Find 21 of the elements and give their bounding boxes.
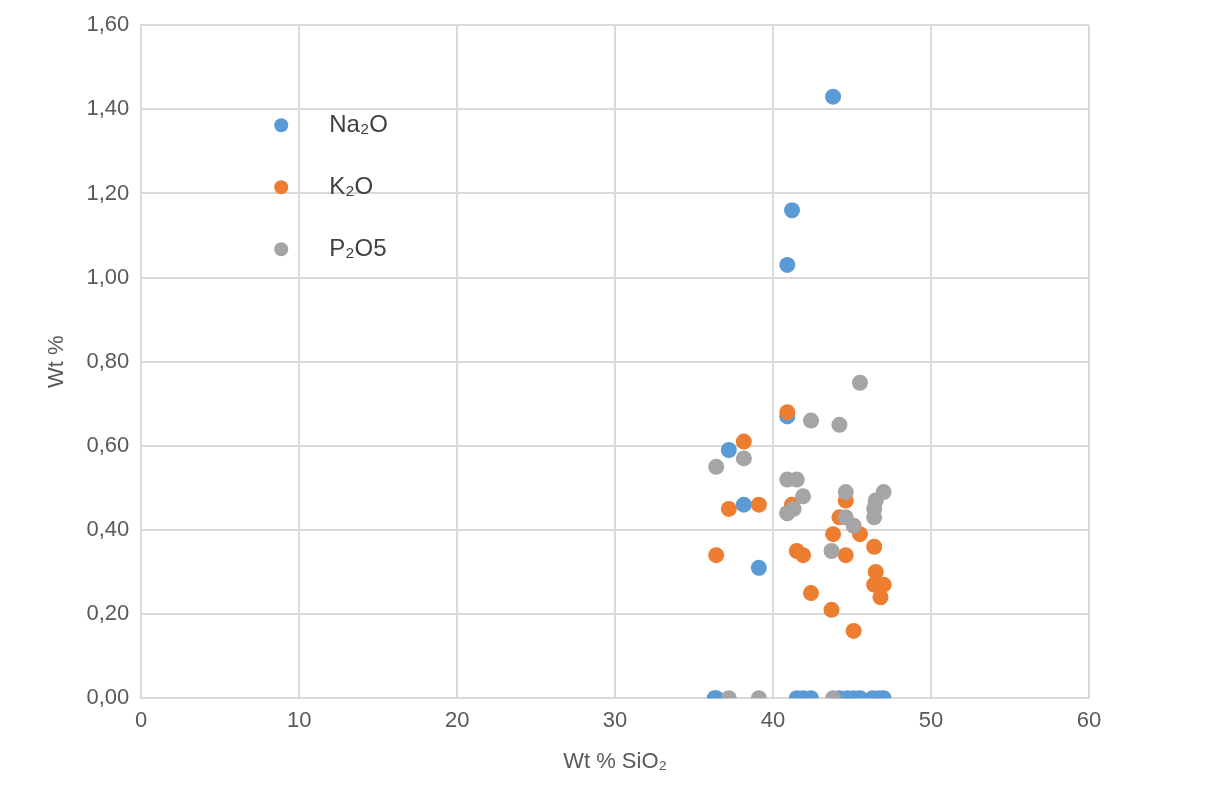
- y-tick-label: 0,60: [86, 431, 130, 457]
- legend-label: P₂O5: [329, 233, 387, 261]
- x-tick-label: 0: [135, 707, 148, 733]
- x-axis-title: Wt % SiO₂: [563, 747, 668, 773]
- x-tick-label: 20: [444, 707, 470, 733]
- x-tick-label: 30: [602, 707, 628, 733]
- x-tick-label: 10: [286, 707, 312, 733]
- y-tick-label: 1,00: [86, 263, 130, 289]
- y-tick-label: 1,60: [86, 11, 130, 37]
- legend-label: K₂O: [329, 171, 374, 199]
- y-tick-label: 0,40: [86, 516, 130, 542]
- x-tick-label: 60: [1076, 707, 1102, 733]
- y-tick-label: 1,40: [86, 95, 130, 121]
- y-tick-label: 0,80: [86, 347, 130, 373]
- y-tick-label: 0,00: [86, 684, 130, 710]
- y-tick-label: 1,20: [86, 179, 130, 205]
- y-tick-label: 0,20: [86, 600, 130, 626]
- y-axis-title: Wt %: [43, 335, 69, 388]
- legend-label: Na₂O: [329, 109, 388, 137]
- x-tick-label: 40: [760, 707, 786, 733]
- x-tick-label: 50: [918, 707, 944, 733]
